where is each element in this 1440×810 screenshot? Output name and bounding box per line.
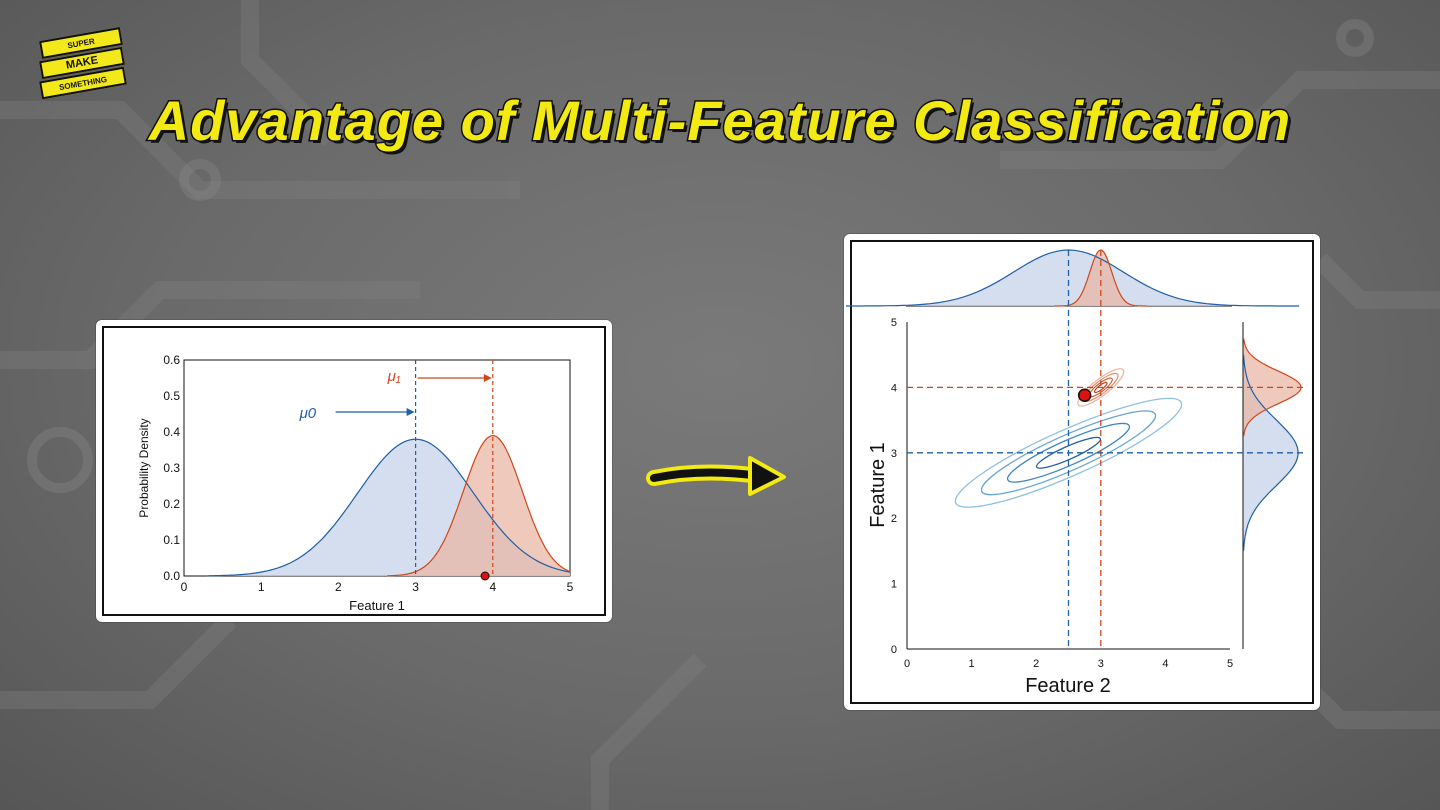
y-axis-label: Feature 1 xyxy=(867,442,889,528)
x-tick-label: 0 xyxy=(181,580,188,594)
contour-group xyxy=(954,368,1183,508)
x-tick-label: 0 xyxy=(904,658,910,670)
class1-contour xyxy=(1077,368,1125,407)
y-tick-label: 0.1 xyxy=(163,533,180,547)
y-tick-label: 0.2 xyxy=(163,497,180,511)
slide-title: Advantage of Multi-Feature Classificatio… xyxy=(147,88,1292,154)
x-tick-label: 2 xyxy=(1033,658,1039,670)
x-axis-label: Feature 2 xyxy=(1025,675,1111,697)
y-tick-label: 3 xyxy=(891,448,897,460)
class1-contour xyxy=(1093,381,1108,394)
top-marginal-class1-area xyxy=(1054,250,1147,306)
mu1-label: μ₁ xyxy=(387,368,401,385)
x-tick-label: 5 xyxy=(1227,658,1233,670)
top-marginal-class0-area xyxy=(846,250,1300,306)
class0-density-curve xyxy=(207,438,571,577)
mu1-arrowhead xyxy=(483,374,492,382)
class1-density-area xyxy=(387,435,570,576)
single-feature-chart: 0.0 0.1 0.2 0.3 0.4 0.5 0.6 0 1 2 3 4 5 μ0 μ₁ Featu… xyxy=(137,353,574,613)
x-tick-label: 5 xyxy=(567,580,574,594)
sample-point xyxy=(1077,388,1092,402)
mu0-arrowhead xyxy=(406,408,415,416)
x-tick-label: 1 xyxy=(258,580,265,594)
y-axis-label: Probability Density xyxy=(137,418,151,517)
y-tick-label: 0 xyxy=(891,644,897,656)
y-tick-label: 2 xyxy=(891,513,897,525)
multi-feature-chart-panel: 0 1 2 3 4 5 0 1 2 3 4 5 Feature 2 Feature 1 xyxy=(844,234,1320,710)
mu0-label: μ0 xyxy=(299,405,317,422)
x-tick-label: 1 xyxy=(969,658,975,670)
x-tick-label: 3 xyxy=(412,580,419,594)
class0-contour xyxy=(1035,436,1102,469)
y-tick-label: 0.5 xyxy=(163,389,180,403)
y-tick-label: 0.4 xyxy=(163,425,180,439)
y-tick-label: 5 xyxy=(891,317,897,329)
x-tick-label: 4 xyxy=(489,580,496,594)
multi-feature-chart: 0 1 2 3 4 5 0 1 2 3 4 5 Feature 2 Feature 1 xyxy=(846,249,1306,697)
y-tick-label: 0.6 xyxy=(163,353,180,367)
sample-point xyxy=(480,571,490,581)
y-tick-label: 0.0 xyxy=(163,569,180,583)
x-tick-label: 4 xyxy=(1162,658,1168,670)
class0-contour xyxy=(1006,422,1131,483)
y-tick-label: 0.3 xyxy=(163,461,180,475)
y-tick-label: 1 xyxy=(891,579,897,591)
x-tick-label: 2 xyxy=(335,580,342,594)
y-tick-label: 4 xyxy=(891,382,897,394)
class0-contour xyxy=(954,397,1183,508)
class1-density-curve xyxy=(387,434,571,577)
single-feature-chart-panel: 0.0 0.1 0.2 0.3 0.4 0.5 0.6 0 1 2 3 4 5 μ0 μ₁ Featu… xyxy=(96,320,612,622)
x-axis-label: Feature 1 xyxy=(349,598,405,613)
class0-contour xyxy=(980,410,1157,496)
x-tick-label: 3 xyxy=(1098,658,1104,670)
transition-arrow-icon xyxy=(646,456,786,496)
